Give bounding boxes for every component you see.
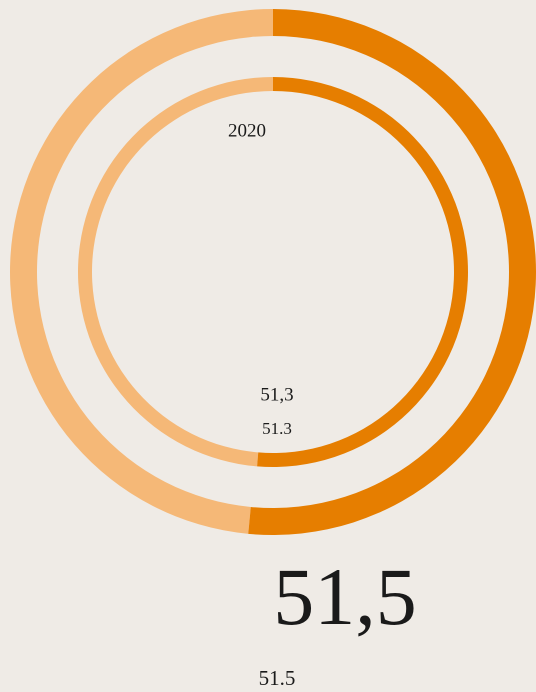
inner-value: 51.3 (262, 419, 292, 438)
ring-segment (257, 77, 469, 467)
ring-segment (10, 9, 274, 534)
ring-name: 2020 (228, 120, 266, 141)
inner-value-label: 51,3 (260, 384, 293, 405)
outer-value: 51.5 (259, 666, 296, 690)
outer-value-label: 51,5 (273, 551, 417, 642)
